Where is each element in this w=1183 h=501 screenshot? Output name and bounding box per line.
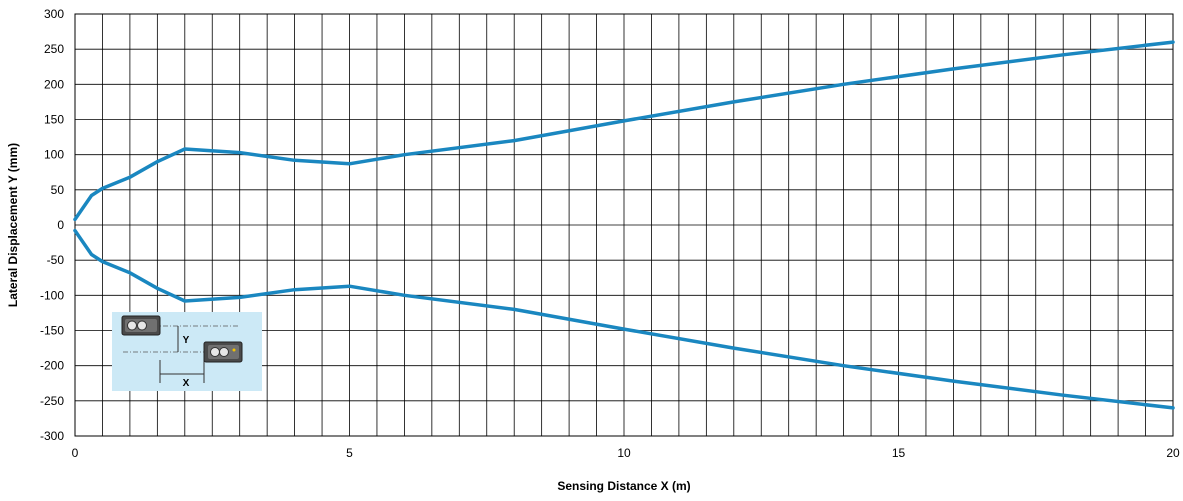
x-axis-label: Sensing Distance X (m) <box>557 479 690 493</box>
y-tick-label: -250 <box>40 394 64 408</box>
y-axis-label: Lateral Displacement Y (mm) <box>6 143 20 307</box>
y-tick-label: 200 <box>44 77 64 91</box>
sensor-indicator-led <box>232 348 236 352</box>
x-tick-label: 20 <box>1166 446 1180 460</box>
y-tick-label: 100 <box>44 148 64 162</box>
x-tick-label: 0 <box>72 446 79 460</box>
y-tick-label: 150 <box>44 113 64 127</box>
y-tick-label: 50 <box>51 183 65 197</box>
sensor-emitter-lens <box>137 320 147 331</box>
x-tick-label: 5 <box>346 446 353 460</box>
x-tick-label: 15 <box>892 446 906 460</box>
y-tick-label: -50 <box>47 253 65 267</box>
series-line-upper <box>73 40 1175 222</box>
series-line-lower <box>73 228 1175 410</box>
y-tick-label: 0 <box>57 218 64 232</box>
y-tick-label: 250 <box>44 42 64 56</box>
x-tick-label: 10 <box>617 446 631 460</box>
y-tick-label: -300 <box>40 429 64 443</box>
y-tick-label: 300 <box>44 7 64 21</box>
y-tick-label: -150 <box>40 324 64 338</box>
sensor-emitter-lens <box>127 320 137 331</box>
inset-x-label: X <box>183 378 190 389</box>
sensor-receiver-lens <box>219 347 229 357</box>
inset-y-label: Y <box>183 335 190 346</box>
y-tick-label: -200 <box>40 359 64 373</box>
y-tick-label: -100 <box>40 288 64 302</box>
sensor-receiver-lens <box>210 347 220 357</box>
tick-labels: -300-250-200-150-100-5005010015020025030… <box>40 7 1180 460</box>
sensor-diagram-inset: YX <box>112 312 262 391</box>
series-layer <box>73 40 1175 410</box>
